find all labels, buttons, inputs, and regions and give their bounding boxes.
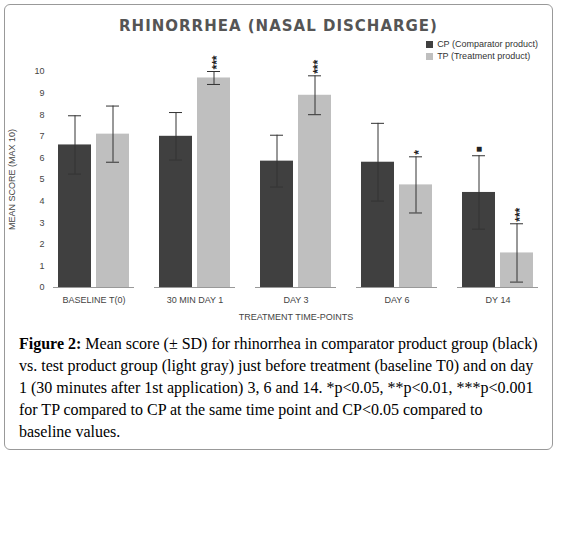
svg-text:3: 3: [39, 218, 44, 228]
html-text:CP (Comparator product): CP (Comparator product): [437, 39, 538, 49]
svg-text:9: 9: [39, 88, 44, 98]
svg-text:***: ***: [311, 59, 325, 73]
svg-text:■: ■: [476, 143, 482, 154]
svg-text:***: ***: [210, 55, 224, 69]
svg-text:TREATMENT TIME-POINTS: TREATMENT TIME-POINTS: [239, 312, 354, 322]
svg-text:6: 6: [39, 153, 44, 163]
svg-text:4: 4: [39, 196, 44, 206]
svg-text:10: 10: [34, 66, 44, 76]
svg-text:8: 8: [39, 110, 44, 120]
svg-text:7: 7: [39, 131, 44, 141]
svg-text:DY 14: DY 14: [486, 295, 511, 305]
svg-text:2: 2: [39, 239, 44, 249]
svg-text:MEAN SCORE (MAX 10): MEAN SCORE (MAX 10): [7, 129, 17, 230]
svg-text:DAY 6: DAY 6: [384, 295, 409, 305]
svg-text:BASELINE T(0): BASELINE T(0): [63, 295, 126, 305]
html-text:RHINORRHEA (NASAL DISCHARGE): RHINORRHEA (NASAL DISCHARGE): [119, 17, 438, 35]
svg-text:0: 0: [39, 282, 44, 292]
svg-text:1: 1: [39, 261, 44, 271]
html-text:Figure 2: Mean score (± SD) fo: Figure 2: Mean score (± SD) for rhinorrh…: [19, 335, 538, 440]
svg-text:5: 5: [39, 174, 44, 184]
svg-text:DAY 3: DAY 3: [283, 295, 308, 305]
html-text:TP (Treatment product): TP (Treatment product): [437, 51, 531, 61]
svg-text:30 MIN DAY 1: 30 MIN DAY 1: [167, 295, 224, 305]
svg-text:***: ***: [513, 207, 527, 221]
svg-text:*: *: [412, 150, 426, 155]
